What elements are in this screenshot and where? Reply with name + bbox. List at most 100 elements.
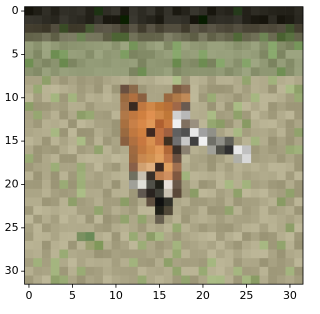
pixel xyxy=(216,119,225,128)
pixel xyxy=(199,189,208,198)
pixel xyxy=(173,258,182,267)
pixel xyxy=(181,154,190,163)
pixel xyxy=(242,85,251,94)
pixel xyxy=(103,232,112,241)
pixel xyxy=(225,206,234,215)
x-tick-label: 15 xyxy=(152,289,166,302)
pixel xyxy=(242,232,251,241)
pixel xyxy=(94,215,103,224)
pixel xyxy=(164,276,173,285)
pixel xyxy=(277,171,286,180)
pixel xyxy=(233,241,242,250)
pixel xyxy=(225,41,234,50)
pixel xyxy=(146,50,155,59)
pixel xyxy=(277,111,286,120)
pixel xyxy=(138,232,147,241)
pixel xyxy=(260,50,269,59)
pixel xyxy=(251,24,260,33)
pixel xyxy=(68,180,77,189)
pixel xyxy=(260,111,269,120)
pixel xyxy=(59,276,68,285)
pixel xyxy=(199,59,208,68)
pixel xyxy=(77,241,86,250)
pixel xyxy=(233,93,242,102)
pixel xyxy=(251,85,260,94)
pixel xyxy=(164,267,173,276)
pixel xyxy=(251,206,260,215)
pixel xyxy=(68,223,77,232)
pixel xyxy=(146,119,155,128)
pixel xyxy=(277,137,286,146)
pixel xyxy=(277,241,286,250)
pixel xyxy=(42,41,51,50)
pixel xyxy=(68,7,77,16)
pixel xyxy=(33,241,42,250)
pixel xyxy=(25,128,34,137)
pixel xyxy=(103,215,112,224)
pixel xyxy=(146,67,155,76)
pixel xyxy=(294,76,303,85)
pixel xyxy=(251,67,260,76)
pixel xyxy=(51,15,60,24)
pixel xyxy=(286,41,295,50)
pixel xyxy=(129,276,138,285)
pixel xyxy=(277,128,286,137)
pixel xyxy=(103,145,112,154)
pixel xyxy=(251,180,260,189)
pixel xyxy=(120,85,129,94)
pixel xyxy=(138,206,147,215)
pixel xyxy=(129,24,138,33)
pixel xyxy=(268,250,277,259)
pixel xyxy=(199,67,208,76)
pixel xyxy=(242,250,251,259)
pixel xyxy=(155,276,164,285)
pixel xyxy=(68,241,77,250)
pixel xyxy=(251,223,260,232)
pixel xyxy=(42,24,51,33)
pixel xyxy=(173,215,182,224)
pixel xyxy=(268,171,277,180)
pixel xyxy=(233,189,242,198)
pixel xyxy=(68,163,77,172)
pixel xyxy=(173,241,182,250)
pixel xyxy=(103,59,112,68)
pixel xyxy=(103,41,112,50)
pixel xyxy=(190,85,199,94)
pixel xyxy=(155,241,164,250)
pixel xyxy=(251,171,260,180)
pixel xyxy=(112,145,121,154)
pixel xyxy=(164,250,173,259)
pixel xyxy=(173,163,182,172)
pixel xyxy=(286,76,295,85)
pixel xyxy=(94,197,103,206)
pixel xyxy=(268,33,277,42)
pixel xyxy=(164,7,173,16)
pixel xyxy=(181,267,190,276)
pixel xyxy=(216,128,225,137)
pixel xyxy=(173,197,182,206)
pixel xyxy=(164,154,173,163)
pixel xyxy=(286,154,295,163)
pixel xyxy=(77,267,86,276)
pixel xyxy=(77,145,86,154)
pixel xyxy=(86,33,95,42)
pixel xyxy=(94,145,103,154)
pixel xyxy=(77,85,86,94)
pixel xyxy=(242,33,251,42)
pixel xyxy=(146,76,155,85)
pixel xyxy=(120,50,129,59)
pixel xyxy=(94,241,103,250)
y-tick-label: 20 xyxy=(5,177,19,190)
pixel xyxy=(199,119,208,128)
pixel xyxy=(112,93,121,102)
pixel xyxy=(173,223,182,232)
pixel xyxy=(146,250,155,259)
pixel xyxy=(216,250,225,259)
pixel xyxy=(68,85,77,94)
pixel xyxy=(277,102,286,111)
pixel xyxy=(207,59,216,68)
pixel xyxy=(59,223,68,232)
pixel xyxy=(225,267,234,276)
pixel xyxy=(42,189,51,198)
pixel xyxy=(59,85,68,94)
